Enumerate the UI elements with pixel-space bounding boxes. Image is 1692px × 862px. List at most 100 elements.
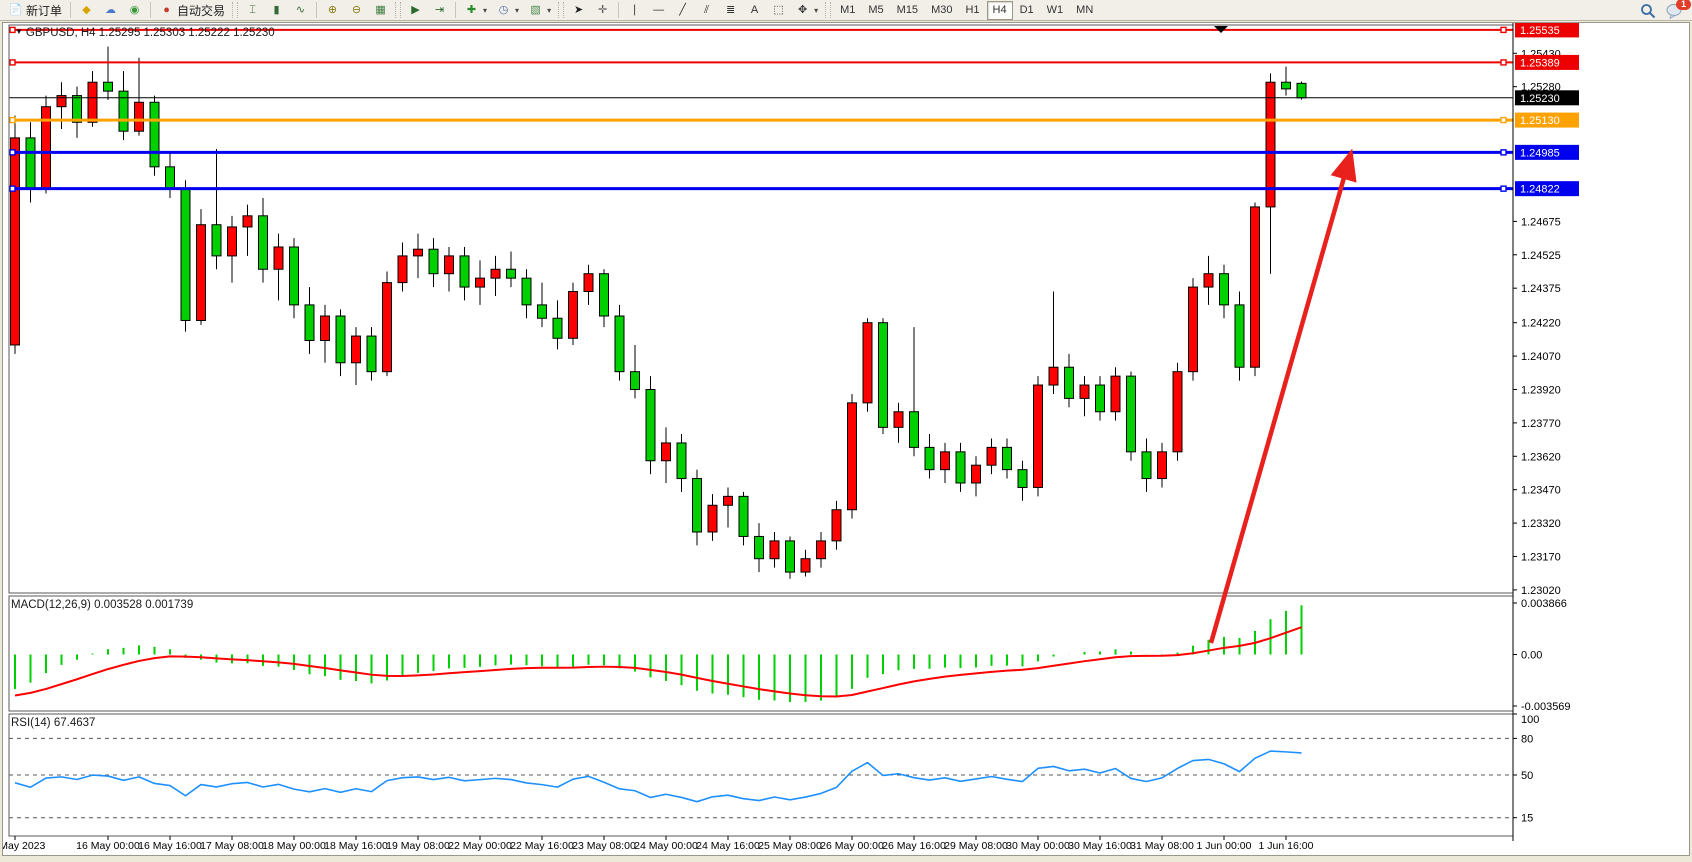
crosshair-button[interactable]: ✛ bbox=[591, 0, 614, 20]
candle bbox=[366, 327, 377, 381]
separator bbox=[618, 2, 620, 18]
line-handle[interactable] bbox=[1500, 26, 1507, 34]
chevron-down-icon: ▾ bbox=[483, 5, 488, 15]
horizontal-line-button[interactable]: — bbox=[647, 0, 670, 20]
price-tick-label: 1.24675 bbox=[1521, 216, 1561, 228]
fibonacci-button[interactable]: ≣ bbox=[719, 0, 742, 20]
candlestick-chart-button[interactable]: ▮ bbox=[265, 0, 288, 20]
horizontal-line-object[interactable] bbox=[9, 59, 1513, 66]
channel-button[interactable]: ⫽ bbox=[695, 0, 718, 20]
candle bbox=[273, 233, 284, 301]
autotrade-button[interactable]: ● 自动交易 bbox=[155, 0, 229, 20]
bar-chart-icon: ⌶ bbox=[249, 3, 256, 16]
arrows-button[interactable]: ✥ ▾ bbox=[791, 0, 822, 20]
timeframe-toolbar: M1 M5 M15 M30 H1 H4 D1 W1 MN bbox=[834, 0, 1099, 20]
chevron-down-icon: ▾ bbox=[515, 5, 520, 15]
tab-timeframe-d1[interactable]: D1 bbox=[1019, 4, 1034, 16]
line-handle[interactable] bbox=[1500, 116, 1507, 124]
horizontal-line-object[interactable] bbox=[9, 149, 1513, 156]
cursor-button[interactable]: ➤ bbox=[567, 0, 590, 20]
candle bbox=[289, 238, 299, 319]
candle bbox=[475, 260, 485, 305]
candle bbox=[645, 376, 656, 475]
tab-timeframe-w1[interactable]: W1 bbox=[1046, 4, 1064, 16]
chat-icon[interactable]: 1 bbox=[1666, 0, 1691, 19]
candle bbox=[661, 427, 671, 484]
hline-price-badge: 1.25535 bbox=[1515, 23, 1579, 38]
chart-shift-button[interactable]: ⇥ bbox=[428, 0, 451, 20]
horizontal-line-icon: — bbox=[653, 3, 665, 16]
horizontal-line-object[interactable] bbox=[9, 26, 1513, 34]
new-order-button[interactable]: 📄 新订单 bbox=[4, 0, 66, 20]
community-button[interactable]: ☁ bbox=[99, 0, 122, 20]
chevron-down-icon: ▾ bbox=[547, 5, 552, 15]
candle bbox=[707, 494, 718, 541]
line-handle[interactable] bbox=[9, 185, 16, 192]
periods-button[interactable]: ◷ ▾ bbox=[492, 0, 523, 20]
search-icon[interactable] bbox=[1640, 3, 1656, 19]
tab-timeframe-m30[interactable]: M30 bbox=[931, 4, 953, 16]
horizontal-line-object[interactable] bbox=[9, 116, 1513, 124]
candle bbox=[459, 246, 470, 301]
candle bbox=[444, 246, 454, 292]
tile-windows-button[interactable]: ▦ bbox=[369, 0, 392, 20]
cursor-icon: ➤ bbox=[573, 3, 584, 16]
candle bbox=[211, 149, 222, 270]
candle bbox=[924, 434, 935, 479]
candle bbox=[614, 304, 625, 381]
indicators-button[interactable]: ✚ ▾ bbox=[460, 0, 491, 20]
line-handle[interactable] bbox=[9, 149, 16, 156]
arrow-annotation[interactable] bbox=[1208, 148, 1357, 644]
time-tick-label: 30 May 16:00 bbox=[1068, 840, 1132, 852]
candle bbox=[118, 71, 129, 141]
time-tick-label: 17 May 08:00 bbox=[200, 840, 264, 852]
market-watch-button[interactable]: ◆ bbox=[75, 0, 98, 20]
zoom-out-button[interactable]: ⊖ bbox=[345, 0, 368, 20]
line-chart-button[interactable]: ∿ bbox=[289, 0, 312, 20]
rsi-axis-label: 15 bbox=[1521, 813, 1533, 825]
hline-price-badge: 1.25130 bbox=[1515, 112, 1579, 128]
candle bbox=[196, 209, 206, 325]
time-tick-label: 22 May 16:00 bbox=[510, 840, 574, 852]
price-tick-label: 1.24220 bbox=[1521, 318, 1561, 330]
autotrade-label: 自动交易 bbox=[177, 3, 226, 18]
line-handle[interactable] bbox=[1500, 149, 1507, 156]
tab-timeframe-h4[interactable]: H4 bbox=[986, 0, 1013, 20]
text-button[interactable]: A bbox=[743, 0, 766, 20]
tab-timeframe-mn[interactable]: MN bbox=[1076, 4, 1094, 16]
time-tick-label: 24 May 00:00 bbox=[634, 840, 698, 852]
bar-chart-button[interactable]: ⌶ bbox=[241, 0, 264, 20]
line-handle[interactable] bbox=[9, 59, 16, 66]
new-order-icon: 📄 bbox=[8, 3, 23, 16]
text-label-button[interactable]: ⬚ bbox=[767, 0, 790, 20]
chart-shift-marker-icon[interactable] bbox=[1214, 26, 1228, 33]
line-handle[interactable] bbox=[9, 26, 16, 34]
templates-button[interactable]: ▧ ▾ bbox=[524, 0, 555, 20]
toolbar-grip bbox=[232, 2, 239, 18]
tab-timeframe-m15[interactable]: M15 bbox=[896, 4, 919, 16]
zoom-in-button[interactable]: ⊕ bbox=[321, 0, 344, 20]
candle bbox=[1250, 202, 1260, 377]
price-tick-label: 1.23920 bbox=[1521, 384, 1561, 396]
candle bbox=[831, 500, 842, 550]
time-tick-label: 19 May 08:00 bbox=[386, 840, 450, 852]
tab-timeframe-m5[interactable]: M5 bbox=[868, 4, 884, 16]
trendline-button[interactable]: ╱ bbox=[671, 0, 694, 20]
tab-timeframe-m1[interactable]: M1 bbox=[840, 4, 856, 16]
candle bbox=[754, 523, 764, 573]
horizontal-line-object[interactable] bbox=[9, 185, 1513, 192]
zoom-in-icon: ⊕ bbox=[327, 3, 338, 16]
signals-button[interactable]: ◉ bbox=[123, 0, 146, 20]
line-handle[interactable] bbox=[9, 116, 16, 124]
line-handle[interactable] bbox=[1500, 185, 1507, 192]
separator bbox=[150, 2, 152, 18]
periods-icon: ◷ bbox=[498, 3, 509, 16]
price-tick-label: 1.24525 bbox=[1521, 250, 1561, 262]
candle bbox=[862, 318, 873, 412]
vertical-line-button[interactable]: ∣ bbox=[623, 0, 646, 20]
auto-scroll-button[interactable]: ▶ bbox=[404, 0, 427, 20]
line-handle[interactable] bbox=[1500, 59, 1507, 66]
tab-timeframe-h1[interactable]: H1 bbox=[965, 4, 980, 16]
candle bbox=[428, 238, 439, 288]
